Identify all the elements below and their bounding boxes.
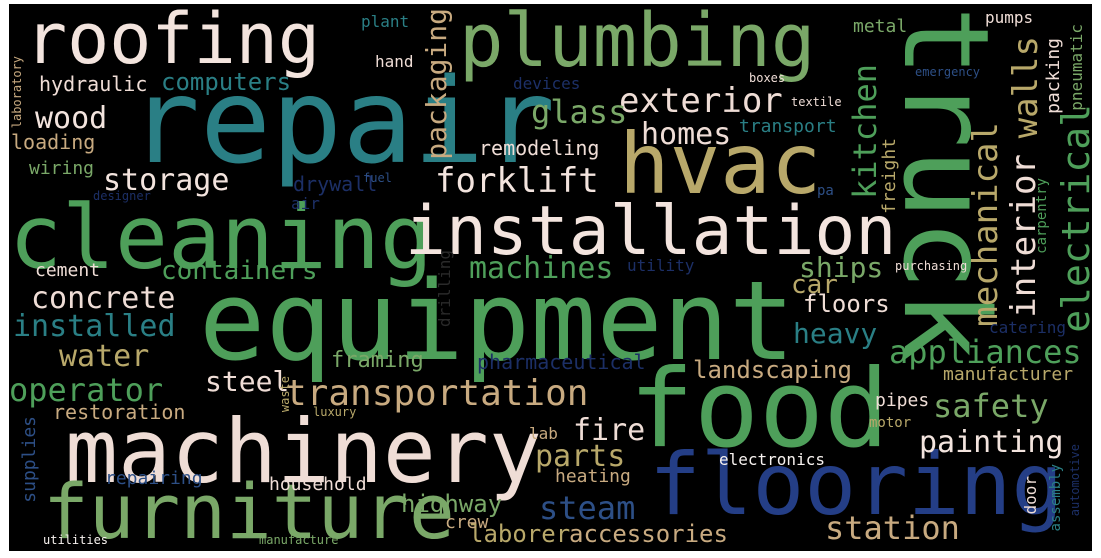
word-kitchen: kitchen bbox=[846, 64, 884, 199]
word-boxes: boxes bbox=[749, 71, 786, 85]
word-glass: glass bbox=[531, 93, 628, 131]
word-emergency: emergency bbox=[915, 65, 981, 79]
word-waste: waste bbox=[278, 376, 292, 413]
word-utilities: utilities bbox=[43, 533, 109, 547]
word-carpentry: carpentry bbox=[1034, 178, 1050, 254]
word-equipment: equipment bbox=[199, 257, 796, 385]
word-drilling: drilling bbox=[435, 250, 454, 328]
word-walls: walls bbox=[1006, 36, 1046, 139]
word-luxury: luxury bbox=[313, 405, 357, 419]
word-computers: computers bbox=[161, 68, 292, 96]
word-utility: utility bbox=[627, 256, 695, 275]
word-laborer: laborer bbox=[469, 520, 571, 548]
word-framing: framing bbox=[331, 348, 424, 373]
word-steam: steam bbox=[539, 489, 636, 527]
word-fire: fire bbox=[573, 413, 646, 448]
word-textile: textile bbox=[791, 95, 842, 109]
word-parts: parts bbox=[535, 439, 626, 474]
word-hydraulic: hydraulic bbox=[39, 72, 148, 96]
word-laboratory: laboratory bbox=[10, 56, 24, 129]
word-furniture: furniture bbox=[43, 467, 455, 551]
word-restoration: restoration bbox=[53, 400, 186, 424]
word-water: water bbox=[59, 339, 150, 374]
word-packaging: packaging bbox=[420, 8, 453, 160]
word-safety: safety bbox=[933, 387, 1049, 425]
word-painting: painting bbox=[919, 425, 1064, 460]
word-designer: designer bbox=[93, 189, 151, 203]
word-ships: ships bbox=[799, 251, 884, 284]
word-repairing: repairing bbox=[105, 468, 203, 489]
word-lab: lab bbox=[529, 424, 558, 443]
word-transportation: transportation bbox=[285, 373, 589, 414]
word-automotive: automotive bbox=[1068, 444, 1082, 517]
word-appliances: appliances bbox=[889, 333, 1082, 371]
word-catering: catering bbox=[989, 318, 1067, 337]
word-machinery: machinery bbox=[65, 400, 542, 503]
word-devices: devices bbox=[513, 74, 581, 93]
word-steel: steel bbox=[205, 365, 290, 398]
word-concrete: concrete bbox=[31, 281, 176, 316]
word-metal: metal bbox=[853, 16, 908, 37]
word-cement: cement bbox=[35, 260, 101, 281]
word-door: door bbox=[1021, 476, 1040, 515]
word-air: air bbox=[291, 194, 320, 213]
word-purchasing: purchasing bbox=[895, 259, 968, 273]
word-household: household bbox=[269, 474, 367, 495]
word-drywall: drywall bbox=[293, 172, 378, 196]
word-pa: pa bbox=[817, 183, 834, 199]
word-wood: wood bbox=[35, 101, 108, 136]
word-mechanical: mechanical bbox=[966, 122, 1006, 327]
word-crew: crew bbox=[445, 512, 489, 533]
word-cleaning: cleaning bbox=[9, 186, 433, 289]
word-plant: plant bbox=[361, 12, 410, 31]
word-manufacturer: manufacturer bbox=[943, 364, 1074, 385]
word-hand: hand bbox=[375, 52, 414, 71]
word-food: food bbox=[629, 347, 890, 472]
word-machines: machines bbox=[469, 251, 614, 286]
word-packing: packing bbox=[1043, 38, 1064, 114]
word-floors: floors bbox=[803, 290, 890, 318]
word-loading: loading bbox=[11, 130, 96, 154]
word-motor: motor bbox=[869, 415, 912, 431]
word-installation: installation bbox=[405, 192, 897, 271]
word-station: station bbox=[825, 509, 960, 547]
word-assembly: assembly bbox=[1048, 464, 1064, 532]
word-electrical: electrical bbox=[1054, 104, 1092, 333]
word-homes: homes bbox=[641, 117, 732, 152]
word-accessories: accessories bbox=[569, 520, 728, 548]
word-heavy: heavy bbox=[793, 317, 878, 350]
word-electronics: electronics bbox=[719, 450, 825, 469]
word-car: car bbox=[791, 270, 838, 300]
word-containers: containers bbox=[161, 256, 318, 286]
word-supplies: supplies bbox=[19, 416, 40, 503]
word-operator: operator bbox=[9, 371, 164, 409]
word-transport: transport bbox=[739, 116, 837, 137]
word-pneumatic: pneumatic bbox=[1067, 24, 1086, 111]
word-wiring: wiring bbox=[29, 158, 95, 179]
word-pharmaceutical: pharmaceutical bbox=[477, 350, 646, 374]
word-installed: installed bbox=[13, 309, 176, 344]
word-cloud: roofing plumbing truck repair hvac clean… bbox=[9, 4, 1092, 551]
word-pumps: pumps bbox=[985, 8, 1034, 27]
word-fuel: fuel bbox=[363, 171, 392, 185]
word-freight: freight bbox=[879, 138, 900, 214]
word-pipes: pipes bbox=[875, 390, 930, 411]
word-forklift: forklift bbox=[435, 161, 599, 201]
word-highway: highway bbox=[401, 490, 503, 518]
word-roofing: roofing bbox=[25, 4, 321, 80]
word-exterior: exterior bbox=[619, 81, 783, 121]
word-repair: repair bbox=[129, 52, 556, 190]
word-heating: heating bbox=[555, 466, 631, 487]
word-plumbing: plumbing bbox=[459, 4, 816, 84]
word-storage: storage bbox=[103, 163, 230, 198]
word-manufacture: manufacture bbox=[259, 533, 339, 547]
word-truck: truck bbox=[877, 6, 1015, 362]
word-landscaping: landscaping bbox=[693, 356, 852, 384]
word-remodeling: remodeling bbox=[479, 136, 600, 160]
word-flooring: flooring bbox=[649, 435, 1064, 535]
word-hvac: hvac bbox=[619, 115, 822, 213]
